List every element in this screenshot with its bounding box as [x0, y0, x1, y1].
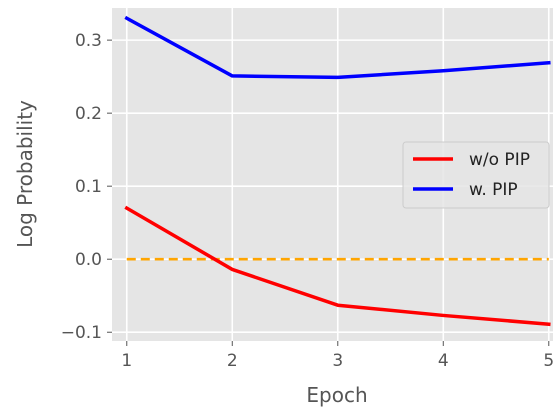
- y-tick-label: 0.1: [75, 177, 102, 197]
- x-tick-label: 4: [438, 351, 449, 371]
- y-tick-label: 0.3: [75, 31, 102, 51]
- y-tick-label: 0.2: [75, 104, 102, 124]
- x-tick-label: 2: [227, 351, 238, 371]
- y-tick-label: 0.0: [75, 250, 102, 270]
- series-line-1: [124, 205, 551, 327]
- legend-label: w/o PIP: [469, 150, 530, 170]
- legend-label: w. PIP: [469, 180, 518, 200]
- x-axis-ticks: 1 2 3 4 5: [121, 341, 554, 371]
- series-lines: [124, 15, 551, 327]
- y-tick-label: −0.1: [61, 323, 102, 343]
- y-axis-label: Log Probability: [13, 100, 37, 248]
- x-axis-label: Epoch: [306, 383, 367, 407]
- y-axis-ticks: −0.1 0.0 0.1 0.2 0.3: [61, 31, 112, 343]
- x-tick-label: 1: [121, 351, 132, 371]
- series-line-2: [124, 15, 551, 80]
- legend: w/o PIP w. PIP: [402, 141, 550, 209]
- x-tick-label: 5: [543, 351, 554, 371]
- x-tick-label: 3: [332, 351, 343, 371]
